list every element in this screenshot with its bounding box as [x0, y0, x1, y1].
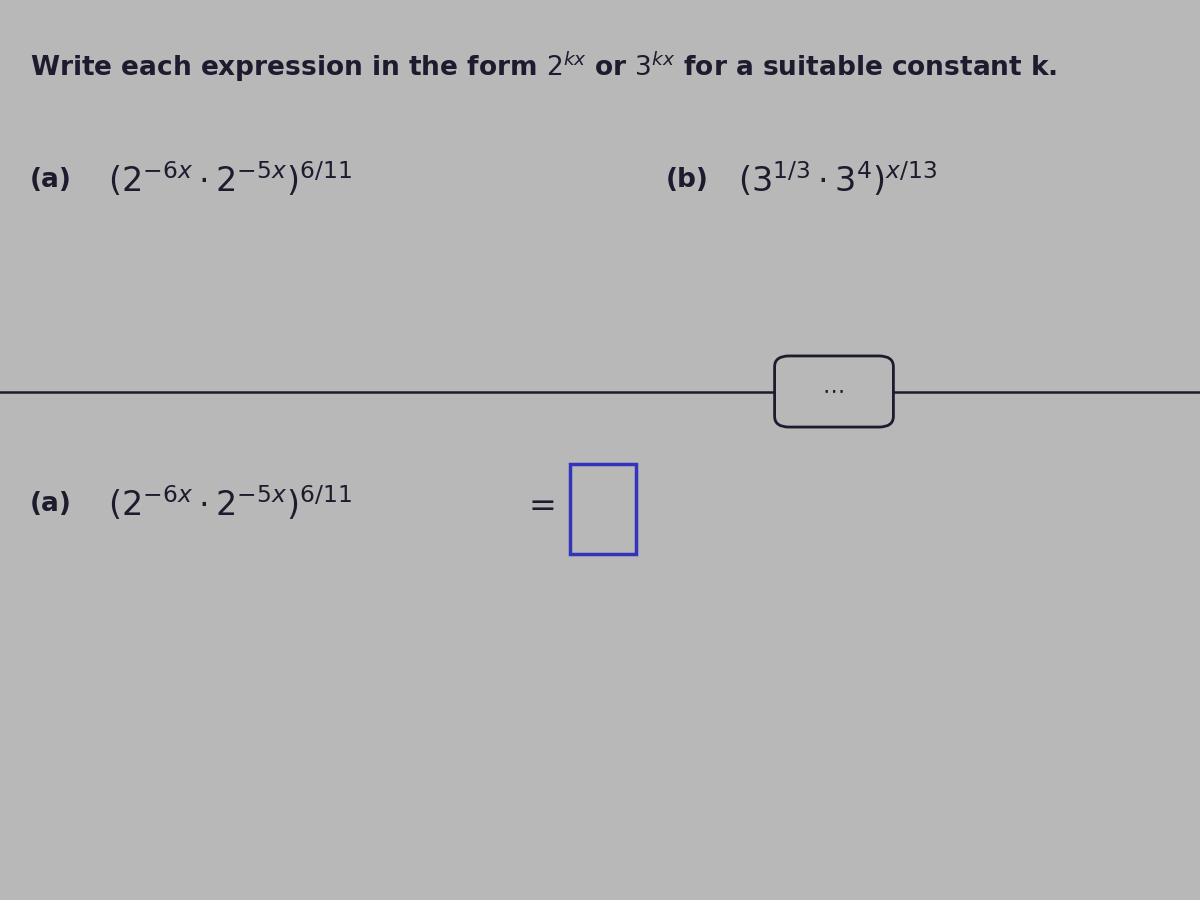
Text: $\left(2^{-6x}\cdot 2^{-5x}\right)^{6/11}$: $\left(2^{-6x}\cdot 2^{-5x}\right)^{6/11… — [108, 160, 352, 200]
FancyBboxPatch shape — [570, 464, 636, 554]
Text: ⋯: ⋯ — [823, 382, 845, 401]
Text: $\left(2^{-6x}\cdot 2^{-5x}\right)^{6/11}$: $\left(2^{-6x}\cdot 2^{-5x}\right)^{6/11… — [108, 484, 352, 524]
Text: (a): (a) — [30, 491, 72, 517]
Text: $=$: $=$ — [522, 488, 554, 520]
Text: (a): (a) — [30, 167, 72, 193]
Text: $\left(3^{1/3}\cdot 3^{4}\right)^{x/13}$: $\left(3^{1/3}\cdot 3^{4}\right)^{x/13}$ — [738, 160, 937, 200]
Text: (b): (b) — [666, 167, 709, 193]
Text: Write each expression in the form $2^{kx}$ or $3^{kx}$ for a suitable constant k: Write each expression in the form $2^{kx… — [30, 50, 1057, 84]
FancyBboxPatch shape — [775, 356, 893, 428]
